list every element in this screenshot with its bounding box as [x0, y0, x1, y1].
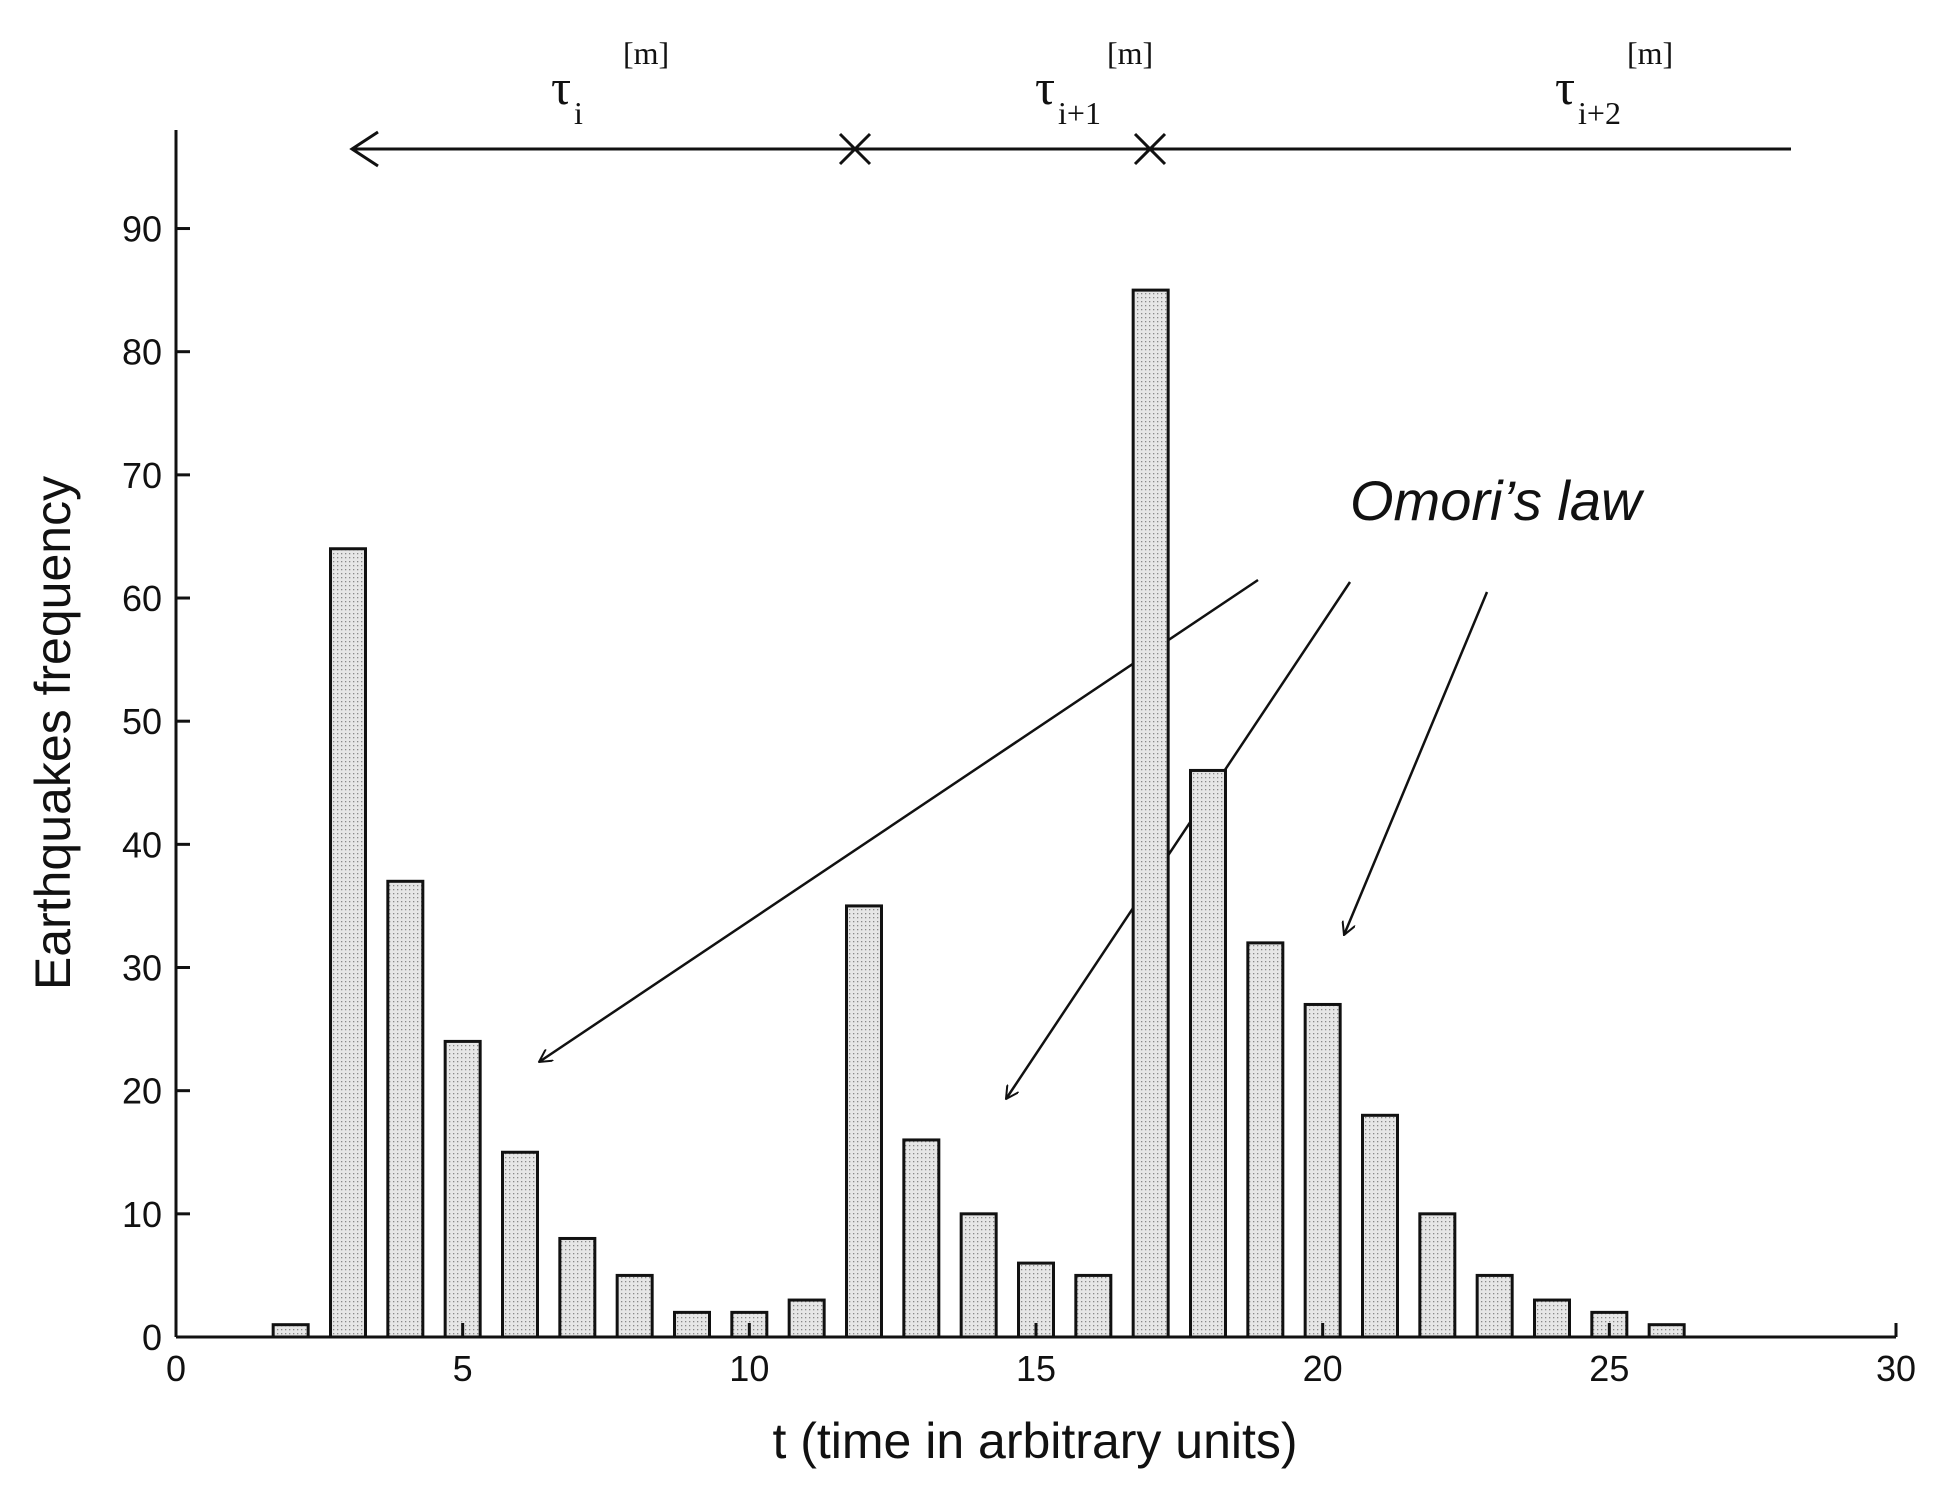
bar [1303, 1002, 1342, 1339]
bar [329, 547, 367, 1339]
x-axis-title: t (time in arbitrary units) [772, 1413, 1297, 1469]
interval-symbol: τ [1555, 59, 1575, 115]
interval-subscript: i+1 [1058, 95, 1101, 131]
bar [1475, 1273, 1514, 1339]
omori-arrows [539, 578, 1489, 1099]
x-tick-label: 0 [166, 1348, 186, 1389]
interval-superscript: [m] [1627, 35, 1673, 71]
arrow [1344, 591, 1489, 935]
x-tick-label: 30 [1876, 1348, 1916, 1389]
bar [902, 1138, 941, 1339]
y-tick-label: 20 [122, 1071, 162, 1112]
arrow [1006, 581, 1352, 1099]
y-tick-label: 50 [122, 701, 162, 742]
bar [443, 1039, 482, 1339]
bar [1533, 1298, 1571, 1339]
bar [845, 904, 883, 1339]
bar [1361, 1113, 1399, 1339]
y-tick-label: 40 [122, 824, 162, 865]
bar [558, 1236, 597, 1339]
bar [959, 1212, 998, 1339]
bar [1246, 941, 1285, 1339]
y-tick-label: 10 [122, 1194, 162, 1235]
bar [615, 1273, 654, 1339]
y-axis-title: Earthquakes frequency [25, 476, 81, 990]
arrow-head [349, 130, 379, 168]
bar [386, 879, 425, 1339]
interval-cross [1133, 132, 1167, 166]
bar [271, 1323, 310, 1339]
bar [1647, 1323, 1686, 1339]
interval-superscript: [m] [1107, 35, 1153, 71]
x-tick-label: 20 [1303, 1348, 1343, 1389]
x-tick-label: 15 [1016, 1348, 1056, 1389]
y-tick-label: 80 [122, 332, 162, 373]
x-tick-label: 10 [729, 1348, 769, 1389]
y-tick-label: 90 [122, 209, 162, 250]
interval-symbol: τ [551, 59, 571, 115]
interval-cross [838, 132, 872, 166]
interval-subscript: i [574, 95, 583, 131]
y-tick-label: 70 [122, 455, 162, 496]
interval-subscript: i+2 [1578, 95, 1621, 131]
y-tick-label: 0 [142, 1317, 162, 1358]
bar [1189, 768, 1227, 1339]
interval-arrows [349, 130, 1791, 168]
bar [1131, 288, 1170, 1339]
bar [787, 1298, 826, 1339]
x-tick-label: 5 [453, 1348, 473, 1389]
bar [1074, 1273, 1113, 1339]
y-tick-label: 30 [122, 948, 162, 989]
y-tick-label: 60 [122, 578, 162, 619]
x-tick-label: 25 [1589, 1348, 1629, 1389]
bar [1418, 1212, 1457, 1339]
bar [673, 1310, 711, 1339]
annotation: Omori’s law [1350, 469, 1645, 532]
interval-symbol: τ [1035, 59, 1055, 115]
interval-superscript: [m] [623, 35, 669, 71]
bar [501, 1150, 539, 1339]
